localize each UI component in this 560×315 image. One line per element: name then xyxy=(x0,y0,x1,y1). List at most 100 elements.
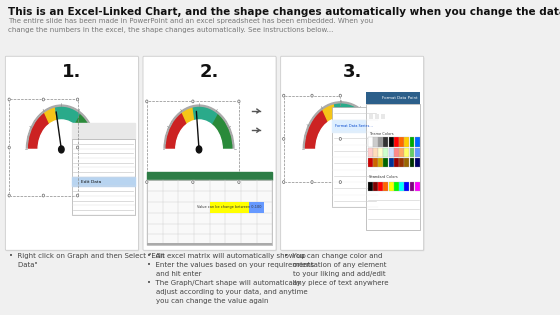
Bar xyxy=(399,137,404,147)
Circle shape xyxy=(76,146,79,149)
Circle shape xyxy=(238,180,240,184)
Circle shape xyxy=(26,104,97,195)
Bar xyxy=(72,139,135,215)
Wedge shape xyxy=(44,107,57,124)
Bar xyxy=(332,107,377,207)
Bar xyxy=(9,100,78,196)
Bar xyxy=(378,182,383,192)
Wedge shape xyxy=(304,109,328,149)
Bar xyxy=(389,137,394,147)
FancyBboxPatch shape xyxy=(281,56,424,250)
Circle shape xyxy=(146,100,148,103)
Bar xyxy=(404,182,409,192)
FancyBboxPatch shape xyxy=(6,56,138,250)
Circle shape xyxy=(42,98,45,101)
Bar xyxy=(389,158,394,168)
Text: Theme Colors: Theme Colors xyxy=(368,132,393,136)
Bar xyxy=(373,182,378,192)
Wedge shape xyxy=(55,106,81,125)
Bar xyxy=(284,96,340,182)
Wedge shape xyxy=(304,102,379,149)
Wedge shape xyxy=(193,106,218,125)
Text: This is an Excel-Linked Chart, and the shape changes automatically when you chan: This is an Excel-Linked Chart, and the s… xyxy=(8,7,560,17)
Text: •  Right click on Graph and then Select "Edit
    Data": • Right click on Graph and then Select "… xyxy=(9,253,165,268)
Wedge shape xyxy=(74,114,96,149)
Bar xyxy=(394,182,399,192)
Circle shape xyxy=(311,94,313,97)
Circle shape xyxy=(316,118,366,181)
Bar xyxy=(378,137,383,147)
Circle shape xyxy=(196,146,202,153)
Text: Format Data Series...: Format Data Series... xyxy=(335,124,372,128)
Text: Standard Colors: Standard Colors xyxy=(368,175,398,179)
Bar xyxy=(368,114,373,119)
Bar xyxy=(381,114,385,119)
Text: 2.: 2. xyxy=(200,63,219,81)
Circle shape xyxy=(8,146,10,149)
Bar xyxy=(368,158,372,168)
Bar xyxy=(404,137,409,147)
Circle shape xyxy=(339,137,342,140)
Bar xyxy=(147,101,239,182)
Bar xyxy=(384,148,388,157)
Bar xyxy=(368,148,372,157)
Bar xyxy=(147,243,272,245)
Circle shape xyxy=(192,100,194,103)
Circle shape xyxy=(42,194,45,197)
Bar xyxy=(409,182,414,192)
Bar xyxy=(409,158,414,168)
Bar xyxy=(366,92,420,104)
Circle shape xyxy=(192,180,194,184)
Wedge shape xyxy=(164,149,235,195)
Bar xyxy=(368,137,372,147)
Bar xyxy=(147,180,272,245)
Text: The entire slide has been made in PowerPoint and an excel spreadsheet has been e: The entire slide has been made in PowerP… xyxy=(8,19,373,33)
FancyBboxPatch shape xyxy=(144,57,277,251)
Circle shape xyxy=(238,100,240,103)
FancyBboxPatch shape xyxy=(143,56,276,250)
Text: Format Data Point: Format Data Point xyxy=(382,96,418,100)
Text: 1.: 1. xyxy=(62,63,82,81)
Text: •  You can change color and
    orientation of any element
    to your liking an: • You can change color and orientation o… xyxy=(284,253,389,286)
Bar xyxy=(378,148,383,157)
Wedge shape xyxy=(334,103,362,123)
Bar xyxy=(394,148,399,157)
Text: •  An excel matrix will automatically show up
•  Enter the values based on your : • An excel matrix will automatically sho… xyxy=(147,253,314,304)
Circle shape xyxy=(339,94,342,97)
Wedge shape xyxy=(302,149,379,198)
Wedge shape xyxy=(165,112,188,149)
Circle shape xyxy=(59,146,64,153)
Bar xyxy=(384,158,388,168)
Circle shape xyxy=(38,120,85,179)
Bar xyxy=(72,123,135,139)
Text: 3.: 3. xyxy=(343,63,362,81)
Bar xyxy=(384,137,388,147)
Circle shape xyxy=(283,94,285,97)
Bar xyxy=(399,158,404,168)
Circle shape xyxy=(311,180,313,184)
Circle shape xyxy=(338,146,344,153)
Bar xyxy=(373,137,378,147)
Circle shape xyxy=(8,194,10,197)
Text: Value can be change between 0-100: Value can be change between 0-100 xyxy=(197,205,262,209)
Bar xyxy=(147,172,272,180)
Wedge shape xyxy=(182,107,195,124)
Bar xyxy=(332,120,377,132)
Bar xyxy=(394,137,399,147)
Circle shape xyxy=(176,120,222,179)
Wedge shape xyxy=(355,111,377,149)
Bar xyxy=(415,158,419,168)
FancyBboxPatch shape xyxy=(282,57,424,251)
Circle shape xyxy=(8,98,10,101)
Bar xyxy=(409,148,414,157)
Wedge shape xyxy=(212,114,233,149)
Wedge shape xyxy=(27,112,50,149)
Bar xyxy=(373,148,378,157)
Circle shape xyxy=(146,180,148,184)
Circle shape xyxy=(76,98,79,101)
Wedge shape xyxy=(323,104,337,122)
Bar xyxy=(378,158,383,168)
Bar xyxy=(404,158,409,168)
Circle shape xyxy=(76,194,79,197)
Bar xyxy=(399,182,404,192)
